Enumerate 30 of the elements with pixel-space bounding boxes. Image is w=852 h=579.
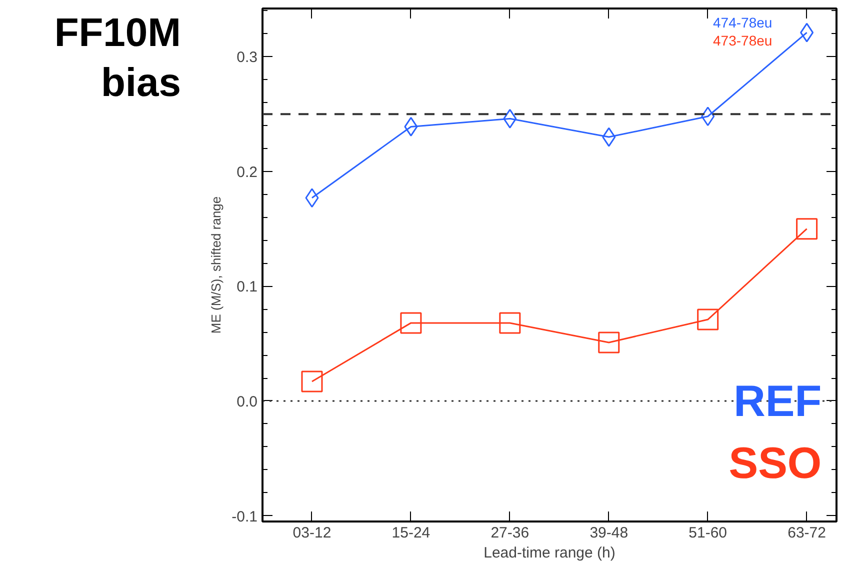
x-tick-label: 63-72 <box>788 524 826 542</box>
y-tick-label: 0.2 <box>236 164 258 181</box>
x-tick-label: 39-48 <box>590 524 628 542</box>
y-tick-label: 0.0 <box>236 393 258 410</box>
text: 473-78eu <box>713 32 772 48</box>
x-tick-label: 51-60 <box>688 524 728 542</box>
point <box>400 312 422 334</box>
x-tick-label: 15-24 <box>392 524 430 542</box>
annotation: REF <box>734 377 822 426</box>
point <box>301 370 323 392</box>
point <box>796 218 818 240</box>
y-tick-label: -0.1 <box>232 508 258 526</box>
y-tick-label: 0.1 <box>236 278 258 296</box>
point <box>503 108 517 128</box>
point <box>800 22 814 42</box>
text: FF10M bias <box>53 10 181 107</box>
x-tick-label: 27-36 <box>490 524 530 542</box>
x-axis-title: Lead-time range (h) <box>484 544 616 562</box>
point <box>404 116 418 136</box>
series-label: 474-78eu <box>713 14 772 30</box>
y-axis-title: ME (M/S), shifted range <box>208 196 224 334</box>
point <box>305 188 319 208</box>
annotation: SSO <box>728 439 822 488</box>
x-tick-label: 03-12 <box>292 524 332 542</box>
y-tick-label: 0.3 <box>236 49 258 66</box>
point <box>598 332 620 354</box>
point <box>499 312 521 334</box>
point <box>701 106 715 126</box>
point <box>697 308 719 330</box>
point <box>602 127 616 147</box>
